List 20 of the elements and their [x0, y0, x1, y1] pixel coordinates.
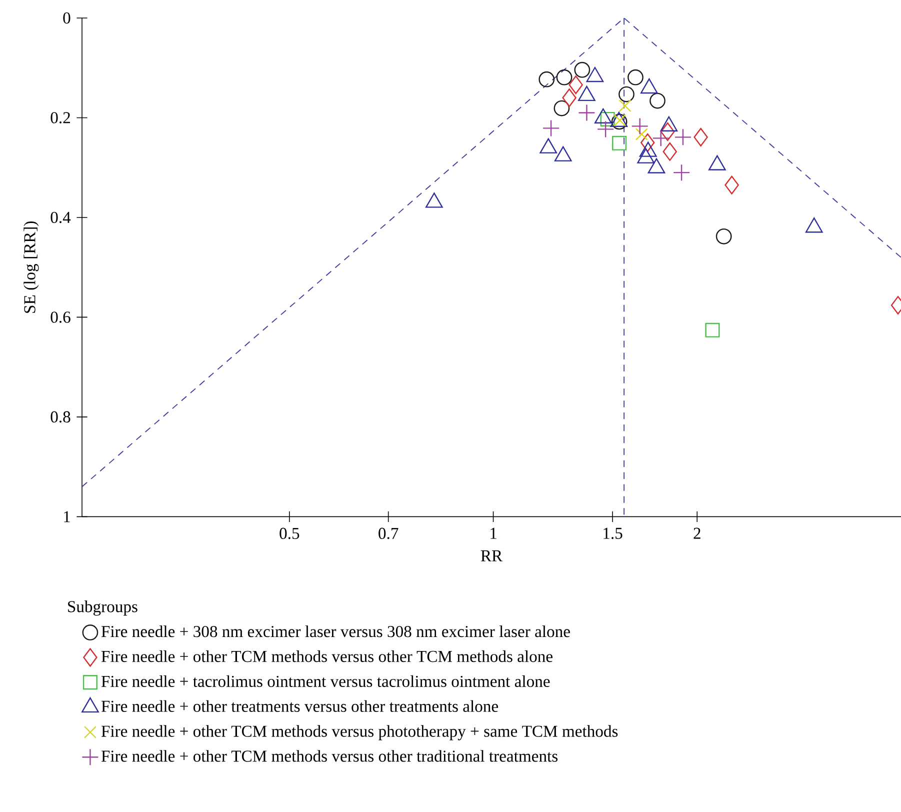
legend-label: Fire needle + other treatments versus other treatments alone: [101, 700, 498, 712]
x-tick-label: 1.5: [604, 528, 622, 539]
x-axis-title: RR: [480, 550, 503, 562]
legend-title: Subgroups: [68, 600, 138, 616]
y-tick-label: 0.2: [50, 112, 70, 124]
legend-label: Fire needle + other TCM methods versus phototherapy + same TCM methods: [101, 725, 618, 740]
x-tick-label: 0.7: [378, 528, 398, 540]
x-tick-label: 0.5: [280, 528, 300, 540]
x-tick-label: 2: [694, 528, 700, 539]
legend-label: Fire needle + 308 nm excimer laser versus 308 nm excimer laser alone: [101, 625, 570, 638]
y-tick-label: 0.8: [50, 411, 70, 423]
y-tick-label: 0: [63, 12, 70, 24]
legend-label: Fire needle + tacrolimus ointment versus tacrolimus ointment alone: [101, 675, 550, 688]
x-tick-label: 1: [490, 528, 496, 539]
y-tick-label: 0.6: [50, 312, 70, 323]
y-axis-title: SE (log [RR]): [24, 221, 39, 313]
y-tick-label: 1: [64, 511, 70, 522]
y-tick-label: 0.4: [50, 212, 71, 224]
legend-label: Fire needle + other TCM methods versus other TCM methods alone: [101, 650, 552, 662]
legend-label: Fire needle + other TCM methods versus other traditional treatments: [101, 750, 558, 762]
